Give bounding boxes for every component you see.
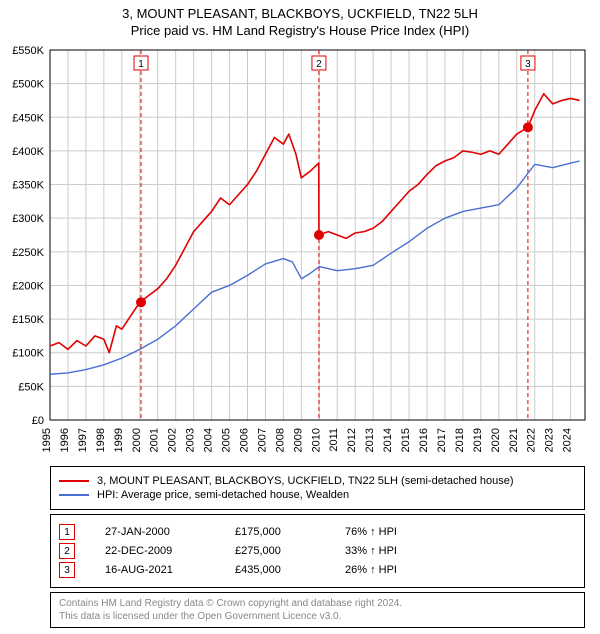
attribution: Contains HM Land Registry data © Crown c… — [50, 592, 585, 628]
legend-row: 3, MOUNT PLEASANT, BLACKBOYS, UCKFIELD, … — [59, 475, 576, 487]
svg-text:2000: 2000 — [131, 428, 143, 452]
svg-text:£150K: £150K — [12, 314, 44, 326]
svg-text:2007: 2007 — [256, 428, 268, 452]
transaction-row: 2 22-DEC-2009 £275,000 33% ↑ HPI — [59, 543, 576, 559]
legend-swatch — [59, 494, 89, 496]
svg-text:£450K: £450K — [12, 112, 44, 124]
svg-text:2003: 2003 — [185, 428, 197, 452]
svg-text:2021: 2021 — [508, 428, 520, 452]
svg-text:3: 3 — [525, 59, 531, 70]
svg-text:£350K: £350K — [12, 180, 44, 192]
svg-text:2002: 2002 — [167, 428, 179, 452]
transaction-price: £175,000 — [235, 526, 315, 538]
svg-text:2011: 2011 — [328, 428, 340, 452]
svg-text:1: 1 — [138, 59, 144, 70]
svg-text:2009: 2009 — [292, 428, 304, 452]
svg-text:1998: 1998 — [95, 428, 107, 452]
svg-text:2010: 2010 — [310, 428, 322, 452]
title-block: 3, MOUNT PLEASANT, BLACKBOYS, UCKFIELD, … — [0, 0, 600, 40]
transaction-date: 27-JAN-2000 — [105, 526, 205, 538]
svg-text:2017: 2017 — [436, 428, 448, 452]
svg-text:2013: 2013 — [364, 428, 376, 452]
svg-text:£300K: £300K — [12, 213, 44, 225]
svg-text:£550K: £550K — [12, 45, 44, 57]
transaction-pct: 76% ↑ HPI — [345, 526, 435, 538]
svg-text:2001: 2001 — [149, 428, 161, 452]
transaction-row: 1 27-JAN-2000 £175,000 76% ↑ HPI — [59, 524, 576, 540]
transaction-date: 16-AUG-2021 — [105, 564, 205, 576]
transaction-date: 22-DEC-2009 — [105, 545, 205, 557]
title-line-2: Price paid vs. HM Land Registry's House … — [4, 23, 596, 38]
transaction-marker: 2 — [59, 543, 75, 559]
legend: 3, MOUNT PLEASANT, BLACKBOYS, UCKFIELD, … — [50, 466, 585, 510]
transaction-row: 3 16-AUG-2021 £435,000 26% ↑ HPI — [59, 562, 576, 578]
svg-text:1996: 1996 — [59, 428, 71, 452]
chart-plot: £0 £50K £100K £150K £200K £250K £300K £350K £400… — [0, 40, 600, 460]
svg-text:2008: 2008 — [274, 428, 286, 452]
svg-text:£400K: £400K — [12, 146, 44, 158]
svg-text:2022: 2022 — [526, 428, 538, 452]
transaction-marker: 3 — [59, 562, 75, 578]
legend-label: HPI: Average price, semi-detached house,… — [97, 489, 349, 501]
transaction-price: £435,000 — [235, 564, 315, 576]
svg-text:2: 2 — [316, 59, 322, 70]
svg-text:2024: 2024 — [562, 428, 574, 452]
svg-text:1995: 1995 — [41, 428, 53, 452]
svg-text:£200K: £200K — [12, 280, 44, 292]
transaction-pct: 33% ↑ HPI — [345, 545, 435, 557]
svg-text:2016: 2016 — [418, 428, 430, 452]
svg-text:2020: 2020 — [490, 428, 502, 452]
attribution-line-1: Contains HM Land Registry data © Crown c… — [59, 597, 576, 610]
svg-text:£100K: £100K — [12, 348, 44, 360]
transactions-table: 1 27-JAN-2000 £175,000 76% ↑ HPI 2 22-DEC-200… — [50, 514, 585, 588]
svg-text:1999: 1999 — [113, 428, 125, 452]
legend-swatch — [59, 480, 89, 482]
transaction-price: £275,000 — [235, 545, 315, 557]
svg-text:2004: 2004 — [203, 428, 215, 452]
chart-svg: £0 £50K £100K £150K £200K £250K £300K £350K £400… — [0, 40, 600, 460]
svg-text:2015: 2015 — [400, 428, 412, 452]
title-line-1: 3, MOUNT PLEASANT, BLACKBOYS, UCKFIELD, … — [4, 6, 596, 21]
chart-container: 3, MOUNT PLEASANT, BLACKBOYS, UCKFIELD, … — [0, 0, 600, 628]
svg-text:2023: 2023 — [544, 428, 556, 452]
legend-row: HPI: Average price, semi-detached house,… — [59, 489, 576, 501]
svg-text:2006: 2006 — [238, 428, 250, 452]
transaction-pct: 26% ↑ HPI — [345, 564, 435, 576]
legend-label: 3, MOUNT PLEASANT, BLACKBOYS, UCKFIELD, … — [97, 475, 514, 487]
svg-text:1997: 1997 — [77, 428, 89, 452]
svg-text:£250K: £250K — [12, 247, 44, 259]
svg-text:2012: 2012 — [346, 428, 358, 452]
svg-text:2019: 2019 — [472, 428, 484, 452]
svg-text:£0: £0 — [32, 415, 44, 427]
transaction-marker: 1 — [59, 524, 75, 540]
svg-text:£500K: £500K — [12, 79, 44, 91]
attribution-line-2: This data is licensed under the Open Gov… — [59, 610, 576, 623]
svg-text:2005: 2005 — [221, 428, 233, 452]
svg-text:2018: 2018 — [454, 428, 466, 452]
svg-text:£50K: £50K — [18, 381, 44, 393]
svg-text:2014: 2014 — [382, 428, 394, 452]
